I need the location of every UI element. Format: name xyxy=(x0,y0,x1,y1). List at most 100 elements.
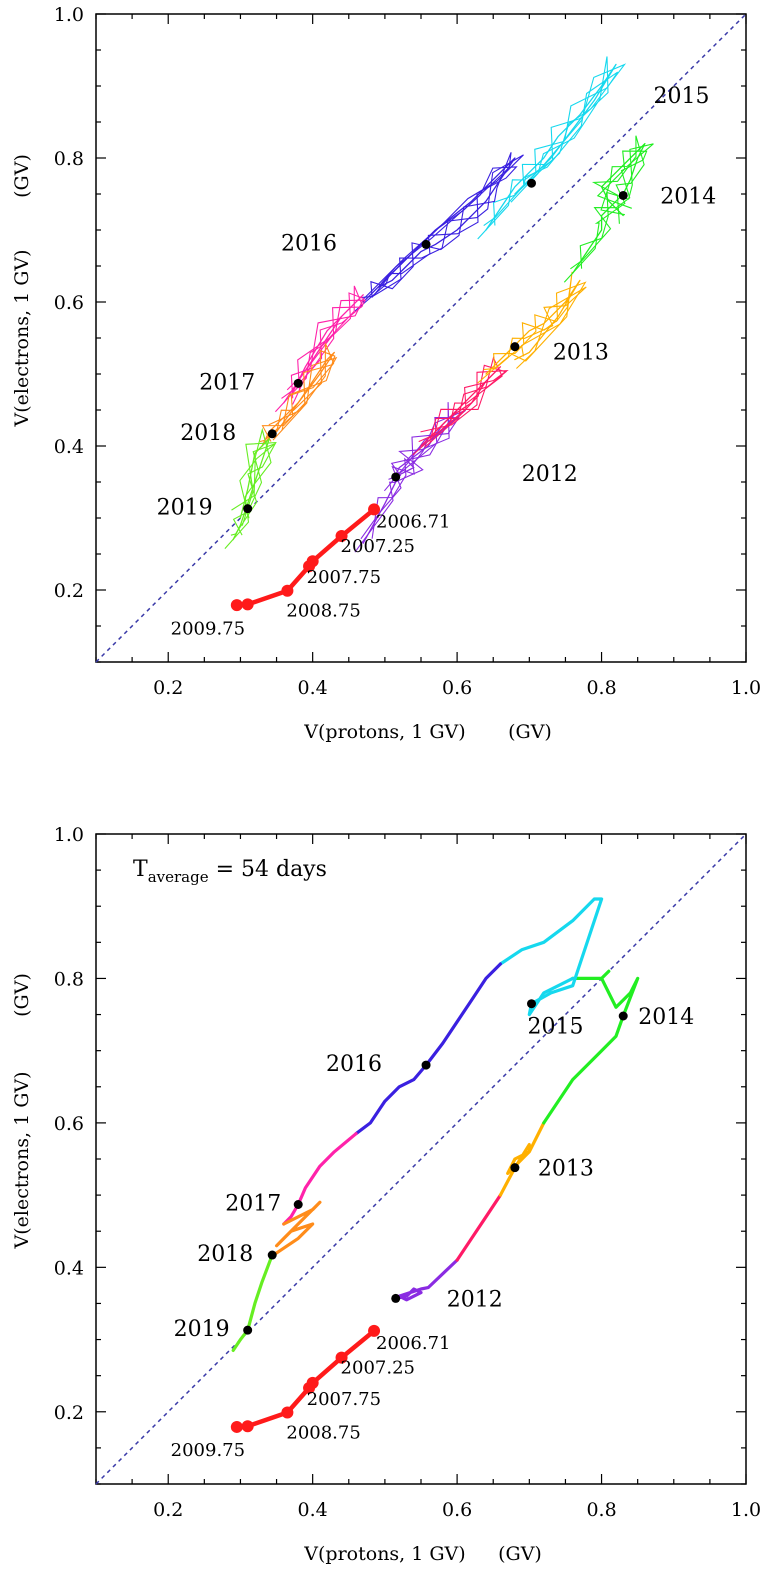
year-label: 2017 xyxy=(199,370,255,395)
y-tick-label: 0.8 xyxy=(54,148,84,170)
y-axis-unit: (GV) xyxy=(11,154,33,198)
year-label: 2018 xyxy=(197,1242,253,1267)
series-line-trace xyxy=(253,349,336,456)
series-line-trace xyxy=(477,56,609,240)
red-track-point xyxy=(303,560,316,573)
series-line xyxy=(572,142,646,274)
red-track-point xyxy=(230,599,243,612)
series-line xyxy=(498,1121,546,1197)
year-point xyxy=(510,1163,520,1173)
year-label: 2013 xyxy=(553,341,609,366)
x-tick-label: 0.2 xyxy=(153,677,183,699)
year-label: 2017 xyxy=(225,1192,281,1217)
x-tick-label: 0.8 xyxy=(586,1499,616,1521)
year-label: 2018 xyxy=(180,421,236,446)
y-tick-label: 1.0 xyxy=(54,4,84,26)
red-track-point xyxy=(281,584,294,597)
series-line-trace xyxy=(570,150,648,270)
red-track-point xyxy=(335,530,348,542)
x-axis-label: V(protons, 1 GV) xyxy=(303,721,465,743)
year-label: 2013 xyxy=(538,1157,594,1182)
series-line xyxy=(542,969,640,1125)
year-point xyxy=(293,1200,303,1209)
year-label: 2014 xyxy=(660,184,716,209)
year-point xyxy=(527,999,536,1009)
y-axis-label: V(electrons, 1 GV) xyxy=(11,1071,33,1249)
diagonal-reference-line xyxy=(95,833,747,1485)
series-line-trace xyxy=(230,441,277,536)
y-axis-unit: (GV) xyxy=(11,973,33,1017)
series-line xyxy=(282,1132,358,1226)
x-tick-label: 0.4 xyxy=(298,1499,328,1521)
red-track-label: 2008.75 xyxy=(286,601,360,622)
year-point xyxy=(391,472,401,482)
series-line-trace xyxy=(483,281,587,371)
series-line-trace xyxy=(360,154,524,299)
series-line-trace xyxy=(274,292,365,413)
y-tick-label: 0.6 xyxy=(54,292,84,314)
red-track-label: 2009.75 xyxy=(171,1440,245,1461)
red-track-point xyxy=(281,1406,294,1419)
series-line xyxy=(420,366,502,447)
y-tick-label: 0.4 xyxy=(54,1257,84,1279)
year-point xyxy=(293,378,303,388)
year-point xyxy=(243,504,253,514)
year-label: 2015 xyxy=(528,1015,584,1040)
red-track-line xyxy=(236,507,376,608)
year-label: 2019 xyxy=(157,496,213,521)
x-tick-label: 0.2 xyxy=(153,1499,183,1521)
series-line-trace xyxy=(477,286,587,384)
x-axis-unit: (GV) xyxy=(508,721,552,743)
red-track-point xyxy=(230,1420,243,1433)
year-point xyxy=(618,190,628,200)
y-tick-label: 0.2 xyxy=(54,1402,84,1424)
year-point xyxy=(267,429,277,439)
series-line xyxy=(455,1193,502,1262)
red-track-label: 2006.71 xyxy=(376,511,450,532)
series-line-trace xyxy=(281,285,364,399)
year-label: 2015 xyxy=(654,84,710,109)
series-line-trace xyxy=(354,402,450,553)
x-tick-label: 0.6 xyxy=(442,677,472,699)
series-line-trace xyxy=(579,143,654,269)
chart-panel-2: 0.2 0.4 0.6 0.8 1.0 0.2 0.4 0.6 0.8 1.0 V(protons,… xyxy=(11,824,761,1565)
red-track-point xyxy=(303,1381,316,1394)
x-tick-label: 0.4 xyxy=(298,677,328,699)
series-line xyxy=(231,1253,274,1352)
y-tick-label: 0.2 xyxy=(54,580,84,602)
red-track-label: 2009.75 xyxy=(171,618,245,639)
y-tick-label: 0.4 xyxy=(54,436,84,458)
x-axis-unit: (GV) xyxy=(498,1543,542,1565)
red-track-label: 2007.75 xyxy=(307,567,381,588)
series-line xyxy=(270,1200,322,1257)
red-track-label: 2006.71 xyxy=(376,1333,450,1354)
year-point xyxy=(510,342,520,352)
series-line xyxy=(498,897,604,1017)
series-line xyxy=(232,438,270,541)
red-track-point xyxy=(368,1324,381,1337)
red-track-label: 2007.25 xyxy=(341,536,415,557)
red-track-point xyxy=(335,1351,348,1364)
series-line-trace xyxy=(224,427,272,549)
y-tick-label: 0.6 xyxy=(54,1113,84,1135)
series-line-trace xyxy=(361,152,512,302)
year-label: 2012 xyxy=(522,462,578,487)
diagonal-reference-line xyxy=(95,13,747,663)
red-track-label: 2007.75 xyxy=(307,1389,381,1410)
red-track-line xyxy=(236,1329,376,1430)
chart-panel-1: 0.2 0.4 0.6 0.8 1.0 0.2 0.4 0.6 0.8 1.0 V(protons,… xyxy=(11,4,761,743)
series-line-trace xyxy=(259,343,335,443)
x-tick-label: 0.6 xyxy=(442,1499,472,1521)
averaging-annotation: Taverage = 54 days xyxy=(133,857,327,886)
series-line-trace xyxy=(563,135,645,283)
year-label: 2019 xyxy=(174,1317,230,1342)
series-line xyxy=(354,962,502,1136)
y-axis-label: V(electrons, 1 GV) xyxy=(11,249,33,427)
year-point xyxy=(421,239,431,249)
x-tick-label: 1.0 xyxy=(731,1499,761,1521)
red-track-point xyxy=(241,598,254,611)
red-track-point xyxy=(368,503,381,516)
x-tick-label: 1.0 xyxy=(731,677,761,699)
red-track-label: 2007.25 xyxy=(341,1358,415,1379)
